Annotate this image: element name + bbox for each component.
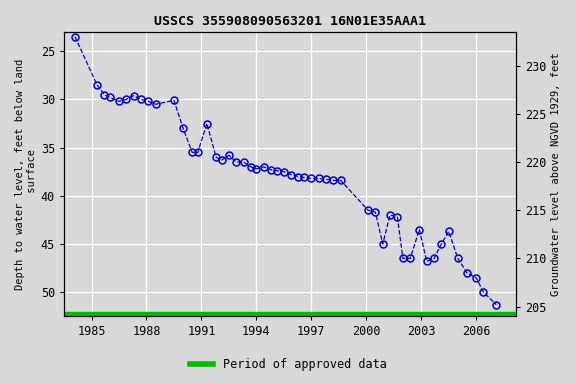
Legend: Period of approved data: Period of approved data <box>185 354 391 376</box>
Y-axis label: Depth to water level, feet below land
 surface: Depth to water level, feet below land su… <box>15 58 37 290</box>
Title: USSCS 355908090563201 16N01E35AAA1: USSCS 355908090563201 16N01E35AAA1 <box>154 15 426 28</box>
Y-axis label: Groundwater level above NGVD 1929, feet: Groundwater level above NGVD 1929, feet <box>551 52 561 296</box>
